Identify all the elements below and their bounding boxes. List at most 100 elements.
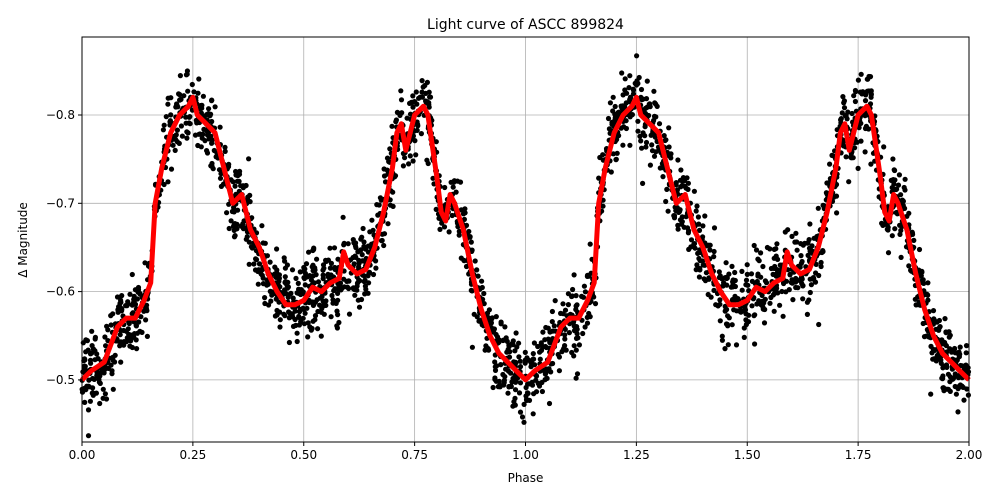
data-point <box>841 105 848 111</box>
data-point <box>640 130 646 136</box>
data-point <box>580 330 586 337</box>
data-point <box>560 347 566 353</box>
data-point <box>643 96 650 102</box>
data-point <box>124 335 130 341</box>
data-point <box>246 261 252 267</box>
data-point <box>647 104 653 110</box>
data-point <box>85 407 92 413</box>
data-point <box>184 68 190 74</box>
data-point <box>336 319 342 326</box>
data-point <box>382 179 389 185</box>
data-point <box>346 311 353 317</box>
data-point <box>665 208 671 214</box>
data-point <box>362 283 368 289</box>
data-point <box>517 364 524 370</box>
data-point <box>807 289 813 296</box>
data-point <box>366 280 372 286</box>
data-point <box>456 232 462 238</box>
data-point <box>500 337 506 344</box>
data-point <box>807 221 813 227</box>
data-point <box>694 203 700 209</box>
data-point <box>231 209 237 215</box>
data-point <box>369 217 375 223</box>
data-point <box>510 403 516 409</box>
data-point <box>400 163 406 169</box>
data-point <box>200 93 206 99</box>
data-point <box>259 223 265 229</box>
data-point <box>818 263 824 270</box>
data-point <box>328 314 334 320</box>
data-point <box>820 202 826 208</box>
data-point <box>461 216 467 222</box>
data-point <box>853 89 859 95</box>
data-point <box>805 252 811 258</box>
data-point <box>303 261 310 267</box>
data-point <box>91 376 97 382</box>
data-point <box>681 178 688 184</box>
data-point <box>321 265 327 271</box>
x-tick-label: 2.00 <box>956 448 983 462</box>
data-point <box>694 262 700 268</box>
data-point <box>205 111 211 117</box>
data-point <box>549 319 555 325</box>
data-point <box>696 227 703 233</box>
data-point <box>558 310 564 316</box>
data-point <box>178 96 184 102</box>
data-point <box>890 156 896 162</box>
data-point <box>513 378 519 384</box>
data-point <box>943 343 950 349</box>
data-point <box>531 340 538 346</box>
data-point <box>97 400 103 407</box>
data-point <box>947 374 953 380</box>
data-point <box>249 245 255 251</box>
data-point <box>717 297 723 303</box>
data-point <box>231 234 238 240</box>
data-point <box>770 292 777 298</box>
data-point <box>87 398 93 404</box>
data-point <box>170 142 176 148</box>
data-point <box>815 205 821 211</box>
data-point <box>463 222 470 228</box>
data-point <box>496 378 502 384</box>
data-point <box>132 287 138 293</box>
data-point <box>848 154 854 160</box>
data-point <box>787 272 793 278</box>
data-point <box>627 142 633 148</box>
data-point <box>294 330 300 336</box>
data-point <box>82 363 88 369</box>
data-point <box>653 101 659 107</box>
data-point <box>745 282 751 288</box>
data-point <box>794 247 800 253</box>
data-point <box>513 330 519 336</box>
data-point <box>449 212 455 219</box>
data-point <box>121 327 127 334</box>
x-tick-label: 1.75 <box>845 448 872 462</box>
y-axis: −0.8 −0.7 −0.6 −0.5 <box>46 108 82 387</box>
data-point <box>640 180 646 186</box>
data-point <box>675 157 681 163</box>
data-point <box>301 321 307 327</box>
data-point <box>136 319 142 325</box>
data-point <box>82 399 88 405</box>
data-point <box>89 343 95 349</box>
data-point <box>308 277 314 283</box>
data-point <box>327 265 333 271</box>
data-point <box>103 343 109 349</box>
data-point <box>354 283 360 289</box>
data-point <box>758 274 764 280</box>
data-point <box>426 100 432 106</box>
data-point <box>688 237 695 243</box>
x-tick-label: 1.25 <box>623 448 650 462</box>
data-point <box>163 114 169 120</box>
y-tick-label: −0.8 <box>46 108 75 122</box>
data-point <box>891 181 897 187</box>
data-point <box>274 246 280 252</box>
data-point <box>131 331 138 337</box>
data-point <box>89 328 95 334</box>
data-point <box>413 152 419 158</box>
data-point <box>574 331 580 337</box>
data-point <box>361 273 367 279</box>
data-point <box>511 359 517 365</box>
data-point <box>334 325 340 331</box>
